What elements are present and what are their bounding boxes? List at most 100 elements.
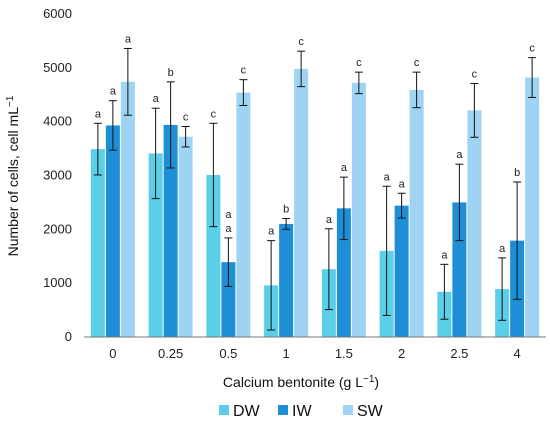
error-bar — [455, 163, 464, 242]
error-bar — [354, 71, 363, 95]
legend-item: DW — [219, 403, 261, 420]
x-tick-label: 1 — [283, 346, 290, 361]
legend-label: DW — [233, 403, 261, 420]
significance-letter: a — [384, 171, 391, 183]
error-bars — [93, 47, 537, 331]
error-bar — [209, 122, 218, 228]
error-bar — [297, 50, 306, 88]
error-bar — [397, 192, 406, 219]
y-tick-label: 2000 — [43, 221, 72, 236]
error-bar — [324, 228, 333, 311]
error-bar — [181, 126, 190, 148]
legend-item: IW — [278, 403, 312, 420]
significance-letter: a — [326, 214, 333, 226]
error-bar — [282, 218, 291, 230]
bar-dw — [148, 153, 163, 337]
y-tick-label: 4000 — [43, 114, 72, 129]
significance-letter: a — [499, 243, 506, 255]
legend-swatch — [219, 405, 229, 415]
error-bar — [166, 81, 175, 169]
legend: DW IW SW — [219, 403, 384, 420]
y-axis-ticks: 0 1000 2000 3000 4000 5000 6000 — [43, 6, 72, 344]
x-tick-label: 2.5 — [450, 346, 468, 361]
error-bar — [498, 257, 507, 321]
bar-iw — [394, 205, 409, 337]
significance-letter: a — [341, 162, 348, 174]
y-tick-label: 1000 — [43, 275, 72, 290]
error-bar — [108, 100, 117, 151]
significance-letter: a — [110, 86, 117, 98]
significance-letter: c — [529, 43, 535, 55]
significance-letter: c — [356, 57, 362, 69]
bar-sw — [236, 92, 251, 337]
x-tick-label: 1.5 — [335, 346, 353, 361]
y-tick-label: 0 — [65, 329, 72, 344]
significance-letter: a — [95, 108, 102, 120]
x-axis-title: Calcium bentonite (g L−1) — [223, 374, 379, 390]
significance-letter: a — [225, 209, 232, 221]
significance-letter: c — [211, 108, 217, 120]
bar-sw — [525, 77, 540, 338]
bar-iw — [452, 202, 467, 337]
bar-sw — [294, 68, 309, 337]
error-bar — [528, 57, 537, 98]
error-bar — [93, 122, 102, 176]
significance-letter: c — [298, 36, 304, 48]
bar-dw — [206, 174, 221, 337]
x-tick-label: 4 — [514, 346, 521, 361]
error-bar — [151, 107, 160, 200]
significance-letter: a — [225, 223, 232, 235]
significance-letter: a — [399, 178, 406, 190]
bar-sw — [178, 136, 193, 337]
bar-sw — [467, 110, 482, 337]
y-tick-label: 6000 — [43, 6, 72, 21]
x-tick-label: 2 — [398, 346, 405, 361]
legend-label: IW — [292, 403, 312, 420]
error-bar — [440, 263, 449, 320]
error-bar — [239, 79, 248, 107]
bar-marks — [90, 68, 540, 338]
legend-swatch — [278, 405, 288, 415]
x-tick-label: 0.25 — [158, 346, 183, 361]
error-bar — [224, 237, 233, 287]
x-axis-ticks: 0 0.25 0.5 1 1.5 2 2.5 4 — [109, 346, 520, 361]
legend-label: SW — [357, 403, 384, 420]
significance-letter: a — [456, 149, 463, 161]
bar-iw — [279, 223, 294, 337]
bar-iw — [163, 124, 178, 337]
significance-letter: b — [283, 204, 289, 216]
error-bar — [412, 71, 421, 109]
significance-letter: b — [168, 67, 174, 79]
significance-letter: c — [414, 57, 420, 69]
error-bar — [267, 240, 276, 331]
error-bar — [513, 181, 522, 300]
significance-letter: c — [183, 112, 189, 124]
x-tick-label: 0.5 — [219, 346, 237, 361]
x-tick-label: 0 — [109, 346, 116, 361]
significance-letter: a — [153, 93, 160, 105]
y-tick-label: 3000 — [43, 168, 72, 183]
significance-letter: a — [125, 33, 132, 45]
significance-letter: a — [441, 249, 448, 261]
bar-iw — [221, 262, 236, 337]
y-axis-title: Number of cells, cell mL−1 — [5, 95, 21, 256]
y-tick-label: 5000 — [43, 60, 72, 75]
legend-item: SW — [343, 403, 384, 420]
significance-letter: c — [472, 68, 478, 80]
error-bar — [382, 185, 391, 316]
bar-dw — [90, 149, 105, 337]
bar-sw — [120, 81, 135, 337]
error-bar — [470, 82, 479, 138]
bar-sw — [409, 89, 424, 337]
bar-sw — [351, 82, 366, 337]
error-bar — [339, 176, 348, 241]
significance-letter: c — [241, 65, 247, 77]
bar-iw — [105, 125, 120, 337]
legend-swatch — [343, 405, 353, 415]
significance-letter: a — [268, 226, 275, 238]
significance-letter: b — [514, 167, 520, 179]
error-bar — [123, 47, 132, 116]
bar-iw — [336, 208, 351, 337]
